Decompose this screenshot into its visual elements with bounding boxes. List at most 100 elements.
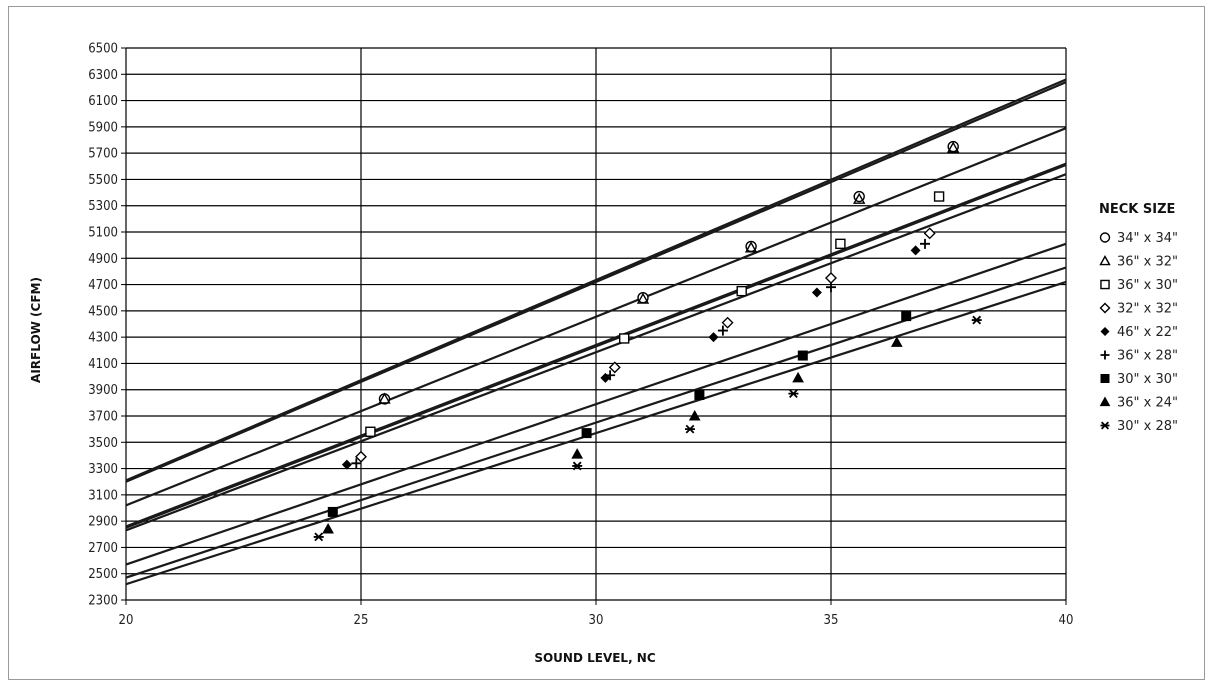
legend-item: 36" x 24" [1099,396,1178,411]
y-tick-label: 6100 [88,94,118,109]
data-point [608,361,621,374]
data-point [890,336,903,347]
data-point [571,448,584,459]
data-point [826,282,836,293]
data-point [825,272,837,284]
series-line [126,173,1066,532]
legend-label: 36" x 24" [1117,396,1178,411]
data-point [744,241,758,253]
y-tick-label: 5500 [88,173,118,188]
data-point [365,426,376,437]
data-point [688,409,701,421]
legend-item: 30" x 30" [1100,372,1178,387]
data-point [910,245,921,256]
legend-marker [1099,396,1111,407]
data-point [792,371,804,383]
data-point [717,325,728,336]
data-point [721,316,734,329]
data-point [788,389,799,399]
legend-label: 30" x 28" [1117,419,1178,434]
y-tick-label: 5100 [88,226,118,241]
legend-item: 34" x 34" [1099,231,1178,246]
legend-marker [1100,327,1110,336]
legend-item: 36" x 30" [1100,278,1178,293]
data-point [581,428,592,439]
data-point [327,506,338,517]
data-point [313,532,324,542]
legend-marker [1100,374,1110,383]
data-point [853,192,866,204]
series-line [126,78,1066,482]
legend-label: 36" x 30" [1117,278,1178,293]
y-tick-label: 3700 [88,410,118,425]
legend-marker [1099,255,1111,266]
series-line [126,163,1066,529]
data-point [605,370,616,381]
data-point [933,191,945,202]
legend-label: 36" x 32" [1117,255,1178,270]
data-point [572,461,583,471]
x-tick-label: 40 [1059,613,1074,628]
y-axis-title: AIRFLOW (CFM) [29,277,43,383]
data-point [947,141,960,153]
legend-label: 34" x 34" [1117,231,1178,246]
y-tick-label: 4900 [88,252,118,267]
data-point [378,392,391,404]
y-tick-label: 4300 [88,331,118,346]
y-tick-label: 2900 [88,515,118,530]
series-line [126,242,1066,566]
legend-label: 32" x 32" [1117,302,1178,317]
data-point [341,459,352,470]
legend-item: 30" x 28" [1100,419,1178,434]
y-tick-label: 4500 [88,304,118,319]
series-line [126,280,1066,586]
data-point [797,350,808,361]
data-point [920,238,930,249]
x-tick-label: 20 [119,613,134,628]
y-tick-label: 2500 [88,567,118,582]
data-point [708,332,719,343]
series-lines [126,78,1066,586]
x-tick-label: 25 [354,613,369,628]
data-point [901,311,912,322]
legend-marker [1099,302,1111,314]
series-line [126,162,1066,528]
legend: NECK SIZE 34" x 34" 36" x 32" 36" x 30" 32"… [1099,202,1178,434]
grid [121,47,1067,605]
data-point [619,333,630,344]
data-point [636,292,650,304]
legend-item: 36" x 32" [1099,255,1178,270]
series-markers [313,140,982,542]
data-point [351,458,362,469]
data-point [835,238,846,250]
legend-label: 46" x 22" [1117,325,1178,340]
legend-item: 36" x 28" [1100,349,1178,364]
data-point [694,389,705,400]
data-point [923,227,936,240]
legend-label: 36" x 28" [1117,349,1178,364]
legend-marker [1100,421,1110,430]
data-point [811,287,822,298]
legend-title: NECK SIZE [1099,202,1175,217]
series-line [126,81,1066,483]
x-axis-title: SOUND LEVEL, NC [534,651,656,665]
y-tick-label: 4100 [88,357,118,372]
y-tick-label: 2700 [88,541,118,556]
y-tick-label: 6500 [88,42,118,57]
y-tick-label: 3100 [88,488,118,503]
data-point [322,522,334,534]
data-point [736,285,747,297]
x-tick-label: 35 [824,613,839,628]
x-tick-label: 30 [589,613,604,628]
y-tick-label: 2300 [88,594,118,609]
tick-labels: 2300 2500 2700 2900 3100 3300 3500 3700 3900 4100… [88,42,1073,629]
y-tick-label: 5700 [88,147,118,162]
legend-label: 30" x 30" [1117,372,1178,387]
y-tick-label: 5900 [88,120,118,135]
data-point [971,315,982,325]
series-line [126,127,1066,507]
y-tick-label: 4700 [88,278,118,293]
y-tick-label: 3900 [88,383,118,398]
legend-marker [1100,350,1110,360]
